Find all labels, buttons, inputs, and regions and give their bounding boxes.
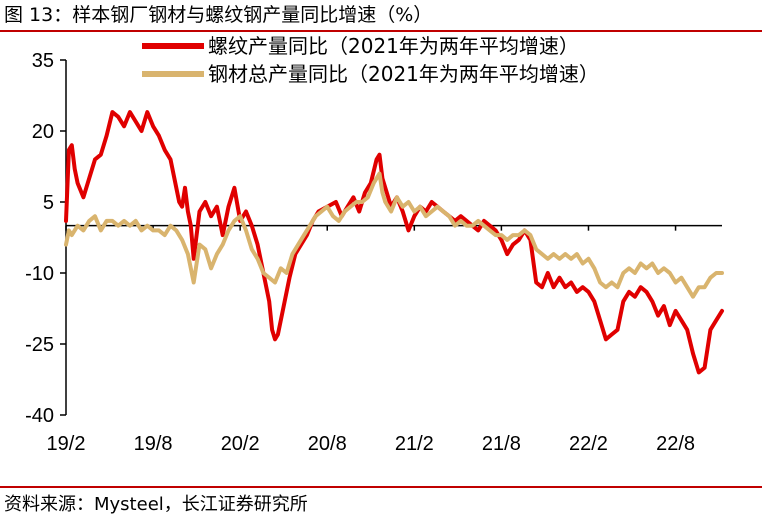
series-line-1: [64, 110, 724, 375]
figure-title: 图 13：样本钢厂钢材与螺纹钢产量同比增速（%）: [4, 4, 433, 26]
title-divider: [0, 30, 762, 32]
y-tick-label: -25: [25, 334, 54, 356]
y-tick-label: -40: [25, 405, 54, 427]
x-tick-label: 20/8: [308, 433, 347, 455]
source-divider: [0, 486, 762, 488]
legend-label-2: 钢材总产量同比（2021年为两年平均增速）: [208, 62, 599, 86]
series-line-2: [64, 171, 724, 299]
y-axis: 35 20 5 -10 -25 -40: [25, 50, 67, 427]
x-tick-label: 21/8: [482, 433, 521, 455]
x-tick-label: 22/8: [656, 433, 695, 455]
y-tick-label: 20: [32, 121, 54, 143]
x-tick-label: 19/8: [134, 433, 173, 455]
line-chart: 35 20 5 -10 -25 -40 19/2 19/8 20/2 20/8 21/2 21/8 2…: [25, 34, 724, 455]
y-tick-label: 5: [43, 192, 54, 214]
y-tick-label: -10: [25, 263, 54, 285]
series-layer: [64, 110, 724, 375]
x-tick-label: 22/2: [569, 433, 608, 455]
legend-label-1: 螺纹产量同比（2021年为两年平均增速）: [208, 34, 579, 58]
x-axis: 19/2 19/8 20/2 20/8 21/2 21/8 22/2 22/8: [47, 224, 722, 455]
x-tick-label: 19/2: [47, 433, 86, 455]
x-tick-label: 21/2: [395, 433, 434, 455]
x-tick-label: 20/2: [221, 433, 260, 455]
source-note: 资料来源：Mysteel，长江证券研究所: [4, 494, 308, 515]
legend: 螺纹产量同比（2021年为两年平均增速） 钢材总产量同比（2021年为两年平均增速…: [142, 34, 599, 86]
y-tick-label: 35: [32, 50, 54, 72]
